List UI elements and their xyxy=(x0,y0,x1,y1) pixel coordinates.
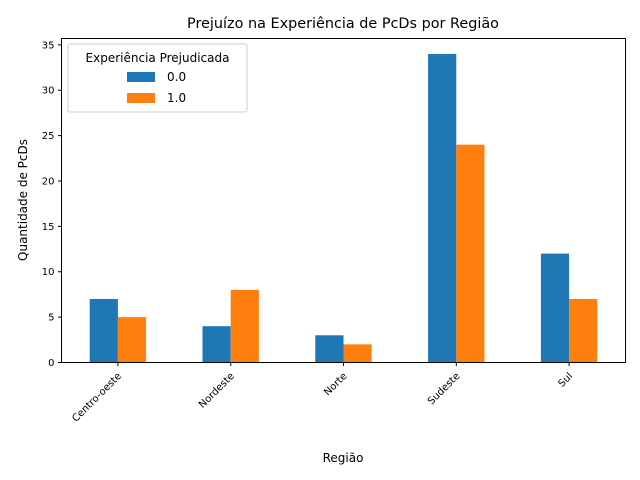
x-axis: Centro-oeste Nordeste Norte Sudeste Sul xyxy=(70,362,576,425)
bar-0.0-sul xyxy=(540,253,570,363)
bar-1.0-sudeste xyxy=(456,144,485,363)
bar-1.0-centro-oeste xyxy=(117,317,147,363)
y-tick-label: 25 xyxy=(42,131,55,142)
legend-swatch-1.0 xyxy=(127,93,155,103)
bar-0.0-norte xyxy=(315,335,344,363)
legend-box xyxy=(67,43,248,113)
bars-group xyxy=(89,53,598,363)
x-tick-label-norte: Norte xyxy=(322,371,349,398)
x-axis-label: Região xyxy=(323,451,364,465)
x-tick-label-sul: Sul xyxy=(557,371,576,390)
legend-label-1.0: 1.0 xyxy=(167,91,186,105)
bar-1.0-sul xyxy=(569,298,598,363)
y-axis: 0 5 10 15 20 25 30 35 xyxy=(42,40,62,369)
y-tick-label: 15 xyxy=(42,222,55,233)
bar-0.0-nordeste xyxy=(202,326,231,363)
legend: Experiência Prejudicada 0.0 1.0 xyxy=(67,43,248,113)
x-tick-label-nordeste: Nordeste xyxy=(197,371,237,411)
bar-1.0-norte xyxy=(343,344,372,363)
plot-frame xyxy=(61,38,626,363)
chart-title: Prejuízo na Experiência de PcDs por Regi… xyxy=(187,16,499,32)
x-tick-label-centro-oeste: Centro-oeste xyxy=(70,371,124,425)
bar-1.0-nordeste xyxy=(230,289,259,363)
y-tick-label: 10 xyxy=(42,267,55,278)
bar-0.0-centro-oeste xyxy=(89,298,118,363)
bar-0.0-sudeste xyxy=(428,53,457,363)
legend-label-0.0: 0.0 xyxy=(167,70,186,84)
y-tick-label: 20 xyxy=(42,176,55,187)
legend-swatch-0.0 xyxy=(127,72,155,82)
x-tick-label-sudeste: Sudeste xyxy=(426,371,462,407)
y-tick-label: 30 xyxy=(42,86,55,97)
y-tick-label: 35 xyxy=(42,40,55,51)
y-tick-label: 0 xyxy=(48,358,54,369)
y-tick-label: 5 xyxy=(48,313,54,324)
y-axis-label: Quantidade de PcDs xyxy=(16,139,30,261)
legend-title: Experiência Prejudicada xyxy=(86,51,230,65)
